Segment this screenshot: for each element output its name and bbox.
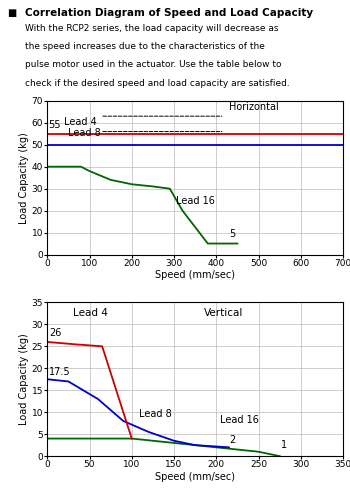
Text: Lead 4: Lead 4 [72,308,107,318]
Text: pulse motor used in the actuator. Use the table below to: pulse motor used in the actuator. Use th… [25,60,281,70]
Text: 5: 5 [229,229,235,239]
Text: 1: 1 [280,439,287,450]
X-axis label: Speed (mm/sec): Speed (mm/sec) [155,271,235,280]
Text: Lead 8: Lead 8 [139,409,171,419]
Text: 2: 2 [229,435,235,445]
Text: Correlation Diagram of Speed and Load Capacity: Correlation Diagram of Speed and Load Ca… [25,8,313,18]
Text: Horizontal: Horizontal [229,102,279,112]
Y-axis label: Load Capacity (kg): Load Capacity (kg) [19,333,29,425]
Text: Lead 16: Lead 16 [176,196,215,206]
Text: ■: ■ [7,8,16,18]
Text: Vertical: Vertical [204,308,243,318]
Text: Lead 4: Lead 4 [64,117,97,127]
Text: 26: 26 [49,328,61,338]
Text: check if the desired speed and load capacity are satisfied.: check if the desired speed and load capa… [25,79,289,88]
Text: Lead 8: Lead 8 [68,128,101,138]
Text: 55: 55 [49,120,61,131]
Y-axis label: Load Capacity (kg): Load Capacity (kg) [19,132,29,224]
Text: Lead 16: Lead 16 [220,415,259,425]
X-axis label: Speed (mm/sec): Speed (mm/sec) [155,472,235,482]
Text: the speed increases due to the characteristics of the: the speed increases due to the character… [25,42,264,51]
Text: 17.5: 17.5 [49,367,71,377]
Text: With the RCP2 series, the load capacity will decrease as: With the RCP2 series, the load capacity … [25,24,278,33]
